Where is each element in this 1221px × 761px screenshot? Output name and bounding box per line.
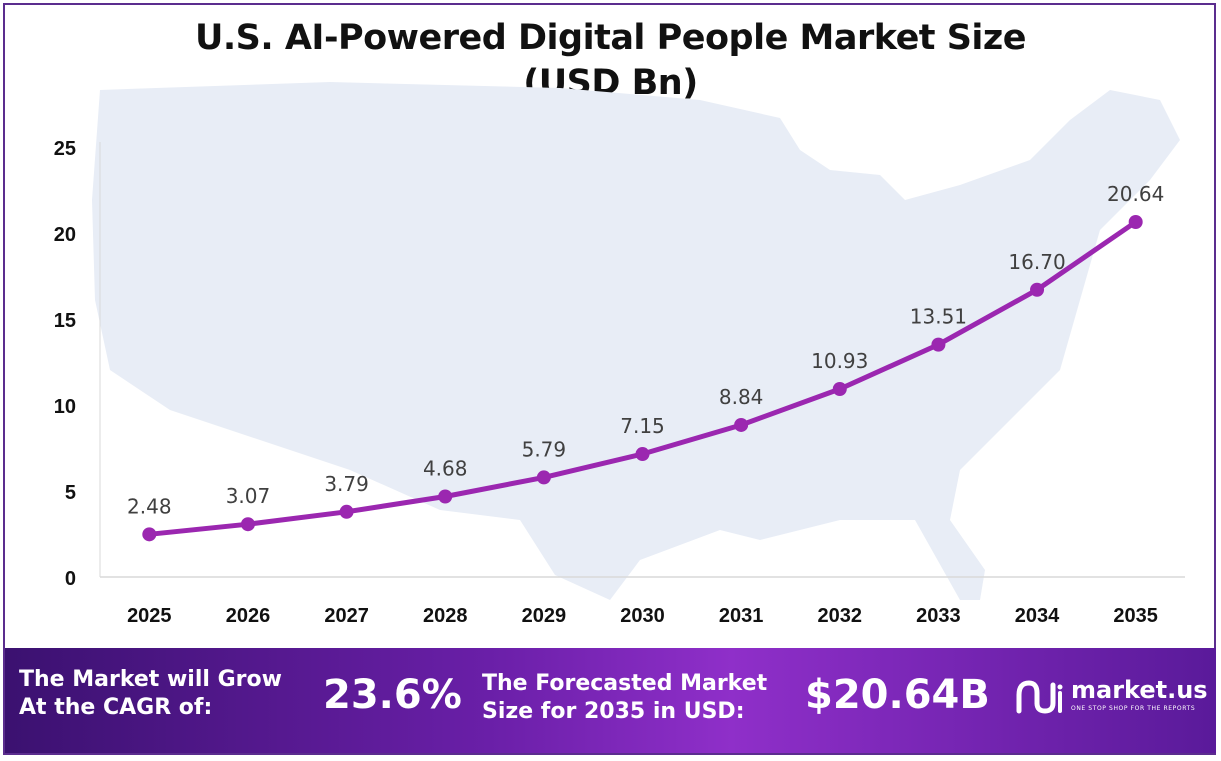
data-point: [1030, 282, 1045, 297]
y-tick-label: 20: [54, 224, 76, 246]
data-point: [339, 504, 354, 519]
cagr-label-line1: The Market will Grow: [19, 667, 282, 692]
data-label: 10.93: [811, 349, 868, 373]
x-tick-label: 2027: [324, 605, 369, 627]
data-point: [438, 489, 453, 504]
x-tick-label: 2025: [127, 605, 172, 627]
title-line: U.S. AI-Powered Digital People Market Si…: [194, 18, 1027, 58]
data-label: 20.64: [1107, 182, 1164, 206]
data-point: [931, 337, 946, 352]
y-tick-label: 10: [54, 396, 76, 418]
logo-text: market.us: [1071, 676, 1208, 704]
data-point: [536, 470, 551, 485]
x-tick-label: 2030: [620, 605, 665, 627]
y-tick-label: 25: [54, 138, 76, 160]
data-label: 3.07: [226, 484, 271, 508]
summary-banner: The Market will Grow At the CAGR of: 23.…: [5, 648, 1216, 753]
market-us-logo: market.us ONE STOP SHOP FOR THE REPORTS: [1015, 675, 1215, 725]
data-label: 4.68: [423, 457, 468, 481]
forecast-label-line1: The Forecasted Market: [482, 671, 768, 696]
data-point: [832, 382, 847, 397]
y-tick-label: 5: [65, 482, 76, 504]
data-label: 16.70: [1008, 250, 1065, 274]
x-tick-label: 2035: [1113, 605, 1158, 627]
x-tick-label: 2029: [522, 605, 567, 627]
data-label: 3.79: [324, 472, 369, 496]
data-label: 2.48: [127, 494, 172, 518]
data-point: [734, 417, 749, 432]
chart-title: U.S. AI-Powered Digital People Market Si…: [0, 16, 1221, 106]
logo-tagline: ONE STOP SHOP FOR THE REPORTS: [1071, 705, 1196, 712]
y-tick-label: 0: [65, 568, 76, 590]
us-map-background: [92, 82, 1180, 600]
cagr-label: The Market will Grow At the CAGR of:: [19, 666, 282, 722]
data-label: 5.79: [522, 437, 567, 461]
x-tick-label: 2028: [423, 605, 468, 627]
data-label: 13.51: [910, 305, 967, 329]
x-tick-label: 2026: [226, 605, 271, 627]
data-point: [1128, 214, 1143, 229]
x-tick-label: 2031: [719, 605, 764, 627]
y-tick-label: 15: [54, 310, 76, 332]
cagr-value: 23.6%: [323, 672, 462, 718]
forecast-label: The Forecasted Market Size for 2035 in U…: [482, 670, 767, 726]
x-tick-label: 2034: [1015, 605, 1060, 627]
x-tick-label: 2033: [916, 605, 961, 627]
x-tick-label: 2032: [818, 605, 863, 627]
data-label: 8.84: [719, 385, 764, 409]
forecast-label-line2: Size for 2035 in USD:: [482, 699, 745, 724]
forecast-value: $20.64B: [805, 672, 990, 718]
market-us-logo-icon: [1016, 680, 1063, 714]
data-label: 7.15: [620, 414, 665, 438]
data-point: [635, 447, 650, 462]
cagr-label-line2: At the CAGR of:: [19, 695, 213, 720]
data-point: [240, 517, 255, 532]
data-point: [142, 527, 157, 542]
